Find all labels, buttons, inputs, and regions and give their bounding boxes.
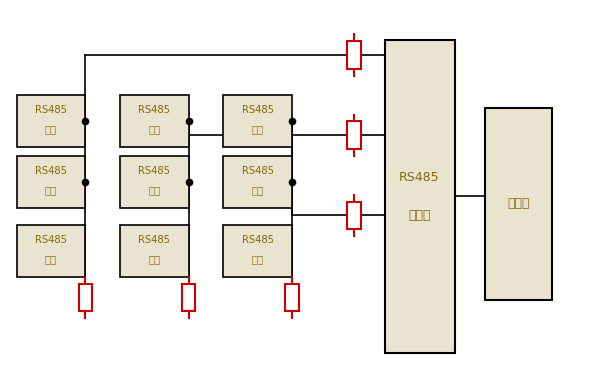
Text: 集线器: 集线器 <box>408 209 431 222</box>
Bar <box>120 225 189 276</box>
Text: RS485: RS485 <box>138 105 170 115</box>
Text: 设备: 设备 <box>148 186 160 196</box>
Bar <box>384 40 455 353</box>
Bar <box>79 284 92 311</box>
Text: RS485: RS485 <box>242 235 274 245</box>
Bar <box>120 95 189 147</box>
Bar <box>224 225 292 276</box>
Bar <box>285 284 299 311</box>
Bar <box>16 225 86 276</box>
Text: RS485: RS485 <box>35 105 67 115</box>
Text: 设备: 设备 <box>45 186 57 196</box>
Text: 设备: 设备 <box>148 254 160 264</box>
Text: RS485: RS485 <box>399 171 440 184</box>
Text: 设备: 设备 <box>148 124 160 134</box>
Text: 服务器: 服务器 <box>507 198 530 211</box>
Text: RS485: RS485 <box>242 166 274 176</box>
Bar <box>348 202 361 229</box>
Text: 设备: 设备 <box>252 186 264 196</box>
Bar <box>224 156 292 208</box>
Bar <box>16 95 86 147</box>
Bar <box>348 41 361 69</box>
Bar <box>120 156 189 208</box>
Text: 设备: 设备 <box>45 254 57 264</box>
Bar <box>182 284 196 311</box>
Text: RS485: RS485 <box>242 105 274 115</box>
Bar <box>348 121 361 149</box>
Text: RS485: RS485 <box>35 235 67 245</box>
Bar <box>16 156 86 208</box>
Text: RS485: RS485 <box>138 166 170 176</box>
Bar <box>485 109 552 300</box>
Text: 设备: 设备 <box>252 124 264 134</box>
Text: 设备: 设备 <box>252 254 264 264</box>
Bar <box>224 95 292 147</box>
Text: RS485: RS485 <box>35 166 67 176</box>
Text: 设备: 设备 <box>45 124 57 134</box>
Text: RS485: RS485 <box>138 235 170 245</box>
